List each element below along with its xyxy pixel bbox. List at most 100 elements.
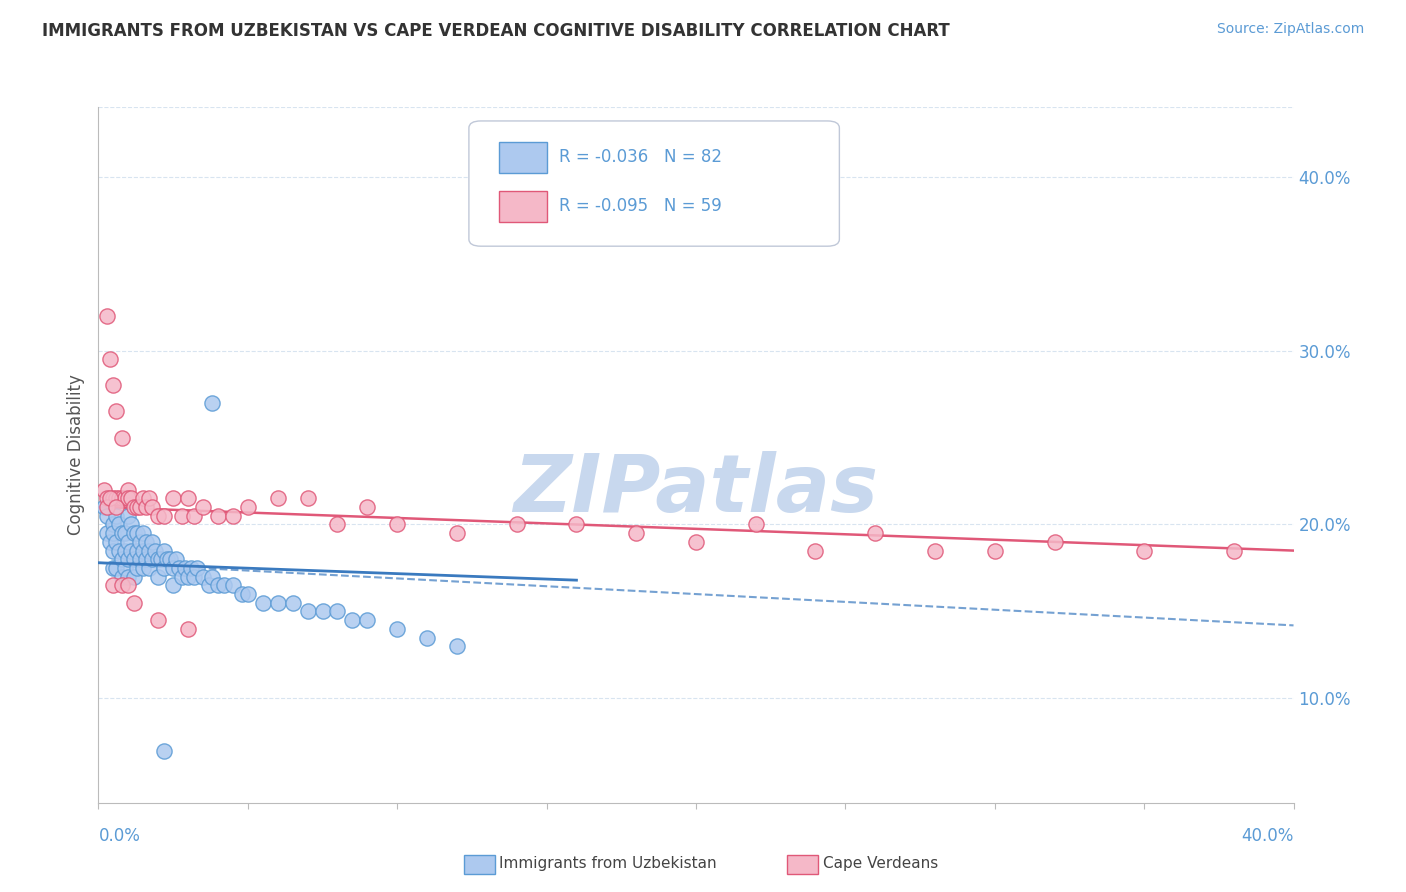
Point [111, 570, 134, 584]
Point [138, 491, 160, 506]
Point [132, 526, 155, 541]
Point [252, 596, 274, 610]
Point [191, 500, 214, 514]
Point [114, 491, 136, 506]
Point [222, 508, 245, 523]
Point [129, 534, 152, 549]
FancyBboxPatch shape [470, 121, 839, 246]
Point [111, 491, 134, 506]
Point [385, 517, 409, 532]
Point [93, 500, 115, 514]
Point [267, 491, 290, 506]
Point [96, 508, 118, 523]
Point [100, 534, 122, 549]
Point [129, 500, 152, 514]
Text: Immigrants from Uzbekistan: Immigrants from Uzbekistan [499, 856, 717, 871]
Point [198, 578, 221, 592]
Point [100, 491, 122, 506]
Point [117, 578, 139, 592]
Point [222, 578, 245, 592]
Point [924, 543, 946, 558]
Point [111, 552, 134, 566]
Point [96, 309, 118, 323]
Point [356, 500, 378, 514]
Point [356, 613, 378, 627]
Point [117, 483, 139, 497]
Point [143, 543, 166, 558]
Point [120, 543, 142, 558]
Point [93, 483, 115, 497]
Point [111, 430, 134, 444]
Point [120, 491, 142, 506]
Point [124, 552, 146, 566]
Point [177, 491, 200, 506]
Point [207, 508, 229, 523]
Point [105, 534, 128, 549]
Point [148, 613, 170, 627]
Point [281, 596, 304, 610]
Point [117, 570, 139, 584]
Text: 0.0%: 0.0% [98, 827, 141, 845]
Point [132, 543, 155, 558]
Point [804, 543, 827, 558]
Point [267, 596, 290, 610]
Point [103, 543, 125, 558]
Point [135, 552, 157, 566]
Point [326, 605, 349, 619]
Point [117, 552, 139, 566]
Point [138, 561, 160, 575]
Point [105, 561, 128, 575]
Point [148, 552, 170, 566]
Point [865, 526, 887, 541]
Point [108, 543, 131, 558]
Point [105, 404, 128, 418]
Text: Cape Verdeans: Cape Verdeans [823, 856, 938, 871]
Point [127, 526, 149, 541]
Point [103, 517, 125, 532]
Point [124, 526, 146, 541]
Point [153, 744, 176, 758]
Point [153, 561, 176, 575]
Point [148, 570, 170, 584]
Point [132, 491, 155, 506]
Point [446, 639, 468, 653]
Point [172, 508, 194, 523]
Point [156, 552, 179, 566]
Point [117, 534, 139, 549]
Point [124, 500, 146, 514]
Point [105, 508, 128, 523]
Point [100, 352, 122, 367]
Point [103, 526, 125, 541]
Point [103, 491, 125, 506]
Text: Source: ZipAtlas.com: Source: ZipAtlas.com [1216, 22, 1364, 37]
FancyBboxPatch shape [499, 191, 547, 222]
Point [103, 561, 125, 575]
Point [416, 631, 439, 645]
Point [135, 500, 157, 514]
Point [127, 543, 149, 558]
Point [127, 500, 149, 514]
Point [111, 526, 134, 541]
Point [165, 552, 187, 566]
Point [201, 395, 224, 409]
Point [174, 561, 197, 575]
Point [96, 526, 118, 541]
Point [1133, 543, 1156, 558]
Point [117, 491, 139, 506]
Point [105, 500, 128, 514]
Point [162, 561, 184, 575]
Point [135, 534, 157, 549]
Point [231, 587, 253, 601]
Point [311, 605, 333, 619]
Point [141, 534, 163, 549]
Point [120, 517, 142, 532]
Point [201, 570, 224, 584]
Point [129, 552, 152, 566]
Point [172, 570, 194, 584]
Text: R = -0.095   N = 59: R = -0.095 N = 59 [558, 197, 721, 215]
Point [138, 543, 160, 558]
Point [984, 543, 1007, 558]
Point [186, 561, 208, 575]
Point [148, 508, 170, 523]
Point [180, 561, 202, 575]
